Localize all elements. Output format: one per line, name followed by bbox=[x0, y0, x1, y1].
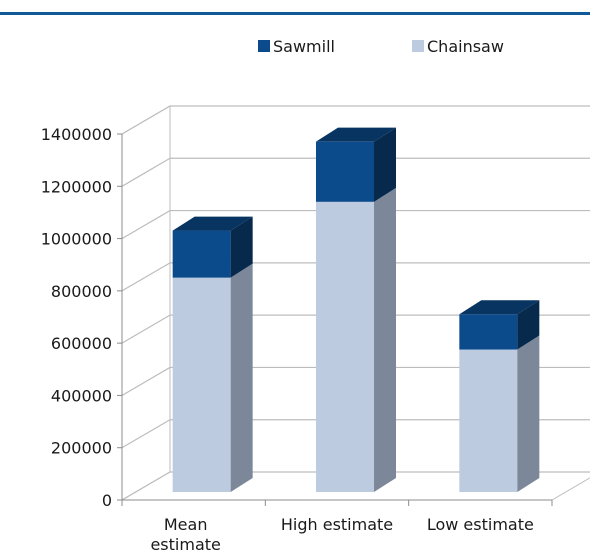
bars bbox=[172, 127, 540, 493]
legend: Sawmill Chainsaw bbox=[258, 37, 504, 56]
bar-side-sawmill-1 bbox=[374, 127, 396, 202]
bar-chainsaw-2 bbox=[459, 349, 518, 492]
bar-sawmill-0 bbox=[172, 230, 231, 278]
legend-swatch-chainsaw bbox=[412, 40, 424, 52]
gridline-depth bbox=[121, 210, 171, 240]
gridline-depth bbox=[121, 314, 171, 344]
y-tick-label: 800000 bbox=[51, 282, 112, 301]
side-wall bbox=[121, 105, 171, 501]
gridline-depth bbox=[121, 419, 171, 449]
x-tick-label: Mean bbox=[164, 515, 208, 534]
gridline-depth bbox=[121, 471, 171, 501]
header-rule bbox=[0, 12, 590, 15]
x-tick-label: Low estimate bbox=[427, 515, 534, 534]
bar-top-2 bbox=[459, 300, 540, 315]
legend-label-sawmill: Sawmill bbox=[273, 37, 335, 56]
bar-sawmill-1 bbox=[316, 141, 374, 202]
bar-side-sawmill-0 bbox=[230, 216, 253, 278]
bar-top-0 bbox=[172, 216, 253, 231]
axes bbox=[117, 133, 553, 506]
x-tick-label: High estimate bbox=[281, 515, 393, 534]
gridline-depth bbox=[121, 262, 171, 292]
y-tick-label: 0 bbox=[102, 491, 112, 510]
bar-chainsaw-0 bbox=[172, 277, 231, 492]
gridline-depth bbox=[121, 105, 171, 135]
y-tick-label: 600000 bbox=[51, 334, 112, 353]
y-tick-label: 200000 bbox=[51, 439, 112, 458]
y-tick-label: 400000 bbox=[51, 386, 112, 405]
x-tick-label: estimate bbox=[150, 535, 220, 554]
bar-side-chainsaw-0 bbox=[230, 263, 253, 492]
bar-sawmill-2 bbox=[459, 314, 518, 350]
legend-label-chainsaw: Chainsaw bbox=[427, 37, 504, 56]
gridline-depth bbox=[121, 366, 171, 396]
y-tick-label: 1000000 bbox=[41, 230, 112, 249]
gridline-depth bbox=[121, 157, 171, 187]
y-tick-labels: 0 200000 400000 600000 800000 1000000 1200000 1… bbox=[41, 125, 112, 510]
bar-chainsaw-1 bbox=[316, 201, 374, 493]
bar-side-chainsaw-2 bbox=[517, 335, 540, 492]
bar-side-chainsaw-1 bbox=[374, 187, 396, 493]
legend-swatch-sawmill bbox=[258, 40, 270, 52]
bar-top-1 bbox=[316, 127, 396, 142]
bar-side-sawmill-2 bbox=[517, 300, 540, 350]
y-tick-label: 1200000 bbox=[41, 177, 112, 196]
y-tick-label: 1400000 bbox=[41, 125, 112, 144]
